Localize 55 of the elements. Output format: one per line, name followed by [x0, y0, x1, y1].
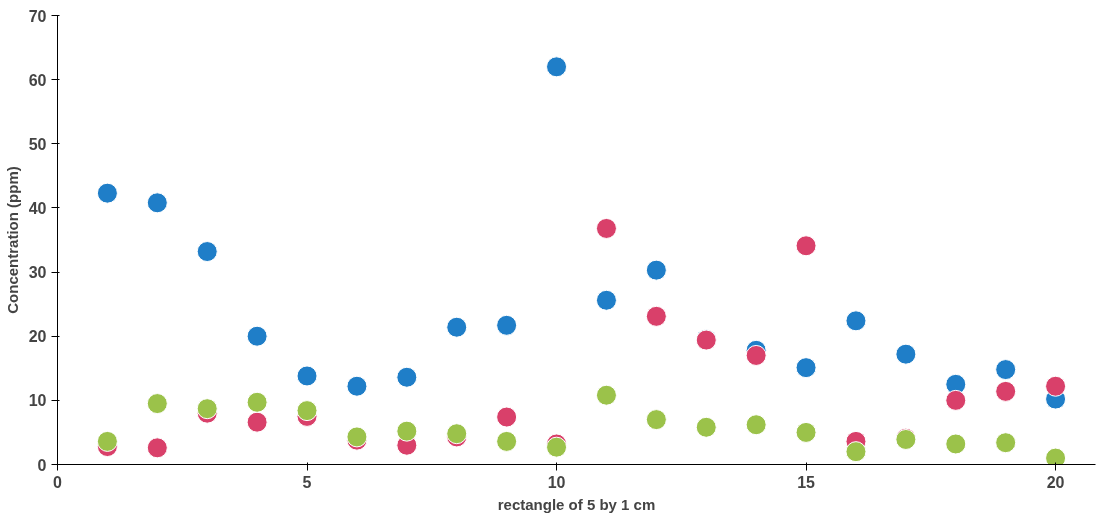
point [146, 437, 168, 459]
point [546, 56, 568, 78]
point [995, 380, 1017, 402]
x-tick-label: 0 [53, 473, 63, 491]
x-axis-title: rectangle of 5 by 1 cm [497, 495, 656, 513]
point [945, 389, 967, 411]
point [995, 359, 1017, 381]
y-tick-label: 50 [28, 135, 47, 153]
point [795, 235, 817, 257]
point [695, 416, 717, 438]
y-axis-title: Concentration (ppm) [3, 166, 21, 314]
point [645, 305, 667, 327]
point [845, 441, 867, 463]
y-tick-label: 70 [28, 7, 47, 25]
y-tick-label: 10 [28, 392, 47, 410]
y-tick-label: 40 [28, 199, 47, 217]
y-tick-label: 30 [28, 264, 47, 282]
point [745, 414, 767, 436]
point [595, 289, 617, 311]
point [96, 182, 118, 204]
point [645, 409, 667, 431]
point [745, 344, 767, 366]
point [296, 400, 318, 422]
x-tick-label: 20 [1046, 473, 1065, 491]
point [496, 314, 518, 336]
point [246, 325, 268, 347]
point [595, 384, 617, 406]
point [146, 393, 168, 415]
point [296, 365, 318, 387]
y-tick-label: 0 [37, 456, 47, 474]
point [96, 430, 118, 452]
x-tick-label: 5 [302, 473, 312, 491]
point [995, 432, 1017, 454]
point [595, 217, 617, 239]
y-tick-label: 20 [28, 328, 47, 346]
point [795, 421, 817, 443]
point [945, 433, 967, 455]
point [246, 391, 268, 413]
point [146, 192, 168, 214]
point [396, 420, 418, 442]
y-tick-label: 60 [28, 71, 47, 89]
point [196, 241, 218, 263]
point [496, 406, 518, 428]
x-tick-label: 10 [547, 473, 566, 491]
point [845, 310, 867, 332]
point [246, 411, 268, 433]
point [795, 357, 817, 379]
point [346, 375, 368, 397]
point [446, 316, 468, 338]
point [496, 430, 518, 452]
x-tick-label: 15 [797, 473, 816, 491]
point [895, 343, 917, 365]
point [1045, 375, 1067, 397]
point [645, 259, 667, 281]
point [396, 366, 418, 388]
